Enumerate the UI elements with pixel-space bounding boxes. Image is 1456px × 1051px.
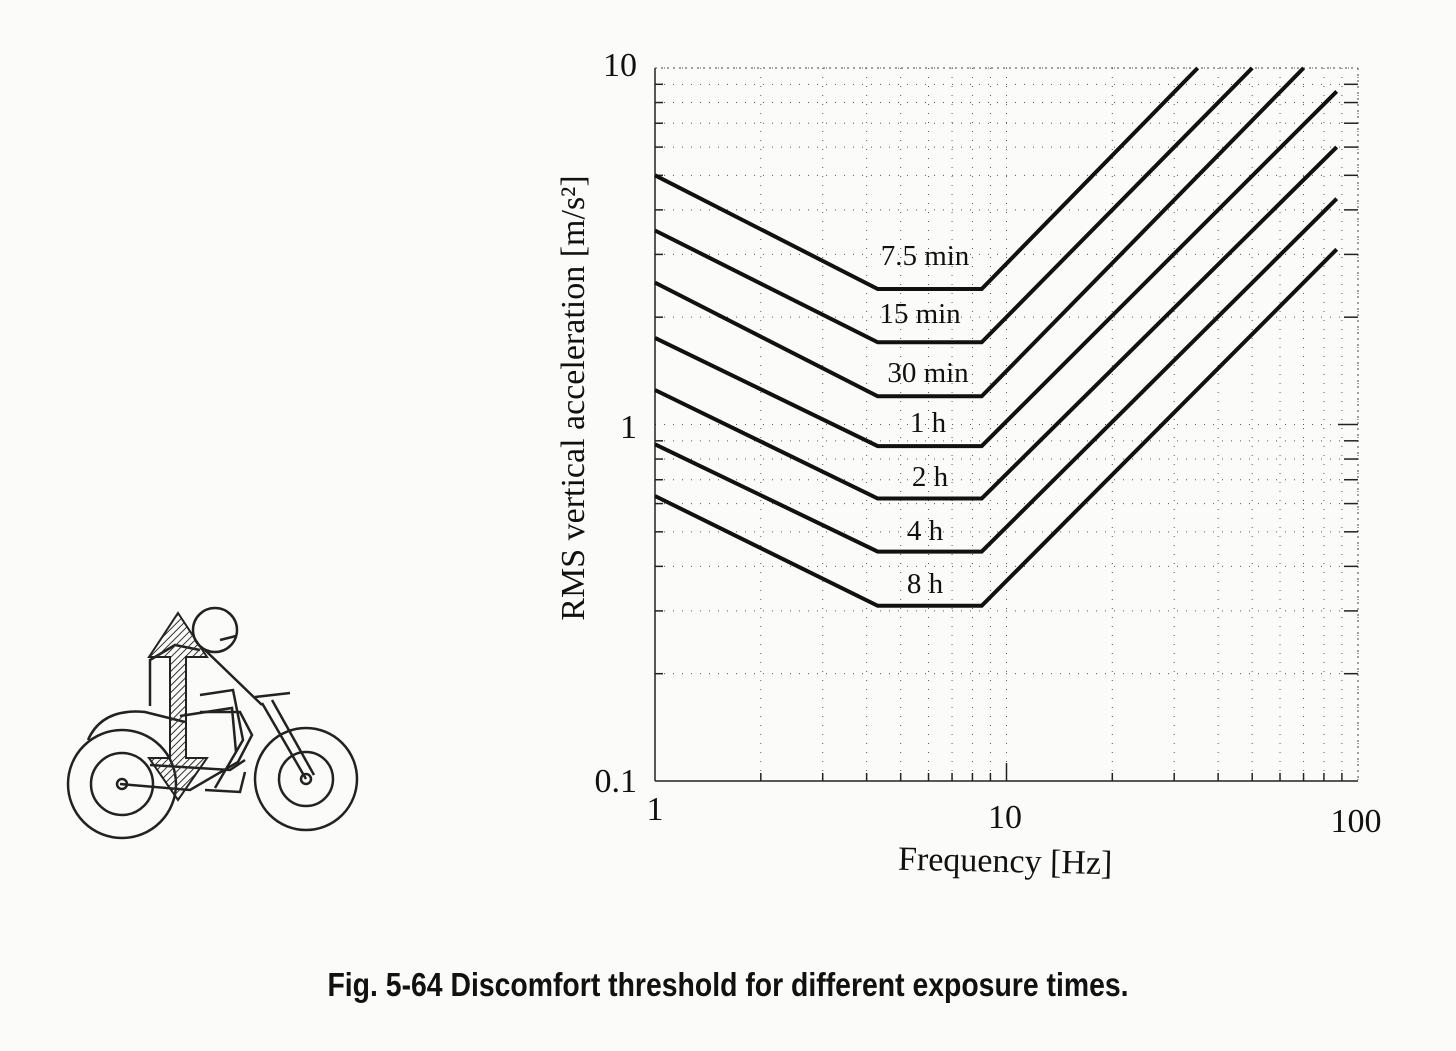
series-label-8-h: 8 h	[907, 568, 944, 600]
y-tick-label-10: 10	[603, 47, 637, 84]
series-label-15-min: 15 min	[879, 298, 961, 330]
series-group	[654, 66, 1339, 608]
series-line-30-min	[654, 66, 1306, 399]
series-line-7_5-min	[654, 66, 1200, 291]
x-tick-label-10: 10	[988, 799, 1022, 836]
y-tick-label-0.1: 0.1	[595, 763, 638, 800]
y-tick-label-1: 1	[620, 409, 637, 446]
x-tick-label-100: 100	[1331, 803, 1382, 840]
series-label-1-h: 1 h	[910, 407, 947, 439]
series-label-7.5-min: 7.5 min	[881, 240, 970, 272]
motorcycle-rider-illustration	[66, 606, 359, 840]
grid	[654, 67, 1359, 782]
x-tick-label-1: 1	[647, 791, 664, 828]
series-line-15-min	[654, 66, 1254, 345]
series-line-4-h	[654, 197, 1339, 554]
helmet-icon	[191, 606, 239, 654]
series-label-4-h: 4 h	[907, 515, 944, 547]
series-label-30-min: 30 min	[887, 357, 969, 389]
y-axis-label: RMS vertical acceleration [m/s²]	[555, 175, 592, 620]
series-label-2-h: 2 h	[912, 461, 949, 493]
vertical-vibration-arrow-icon	[147, 611, 209, 802]
series-line-8-h	[654, 247, 1339, 608]
chart: 1 10 100 0.1 1 10 Frequency [Hz] RMS ver…	[555, 47, 1382, 882]
series-line-1-h	[654, 89, 1339, 449]
figure-caption: Fig. 5-64 Discomfort threshold for diffe…	[327, 966, 1129, 1003]
x-axis-label: Frequency [Hz]	[898, 841, 1113, 882]
series-line-2-h	[654, 145, 1339, 501]
front-wheel-icon	[253, 726, 359, 832]
plot-frame	[654, 67, 1359, 782]
